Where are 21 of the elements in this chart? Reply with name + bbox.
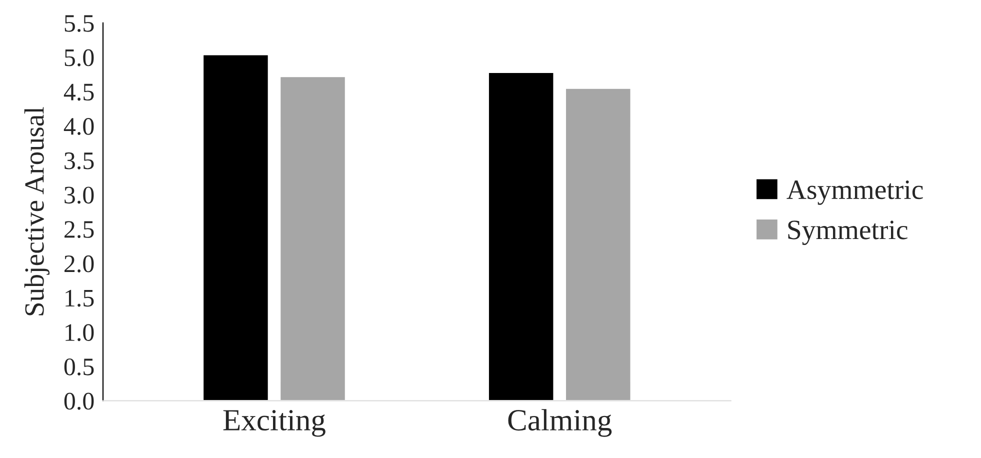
y-tick-label: 4.0 bbox=[64, 118, 94, 135]
x-tick-label: Calming bbox=[508, 409, 612, 437]
y-tick-label: 3.0 bbox=[64, 186, 94, 204]
bar bbox=[202, 54, 270, 401]
y-tick-label: 3.5 bbox=[64, 152, 94, 170]
y-tick-label: 0.5 bbox=[64, 358, 94, 376]
y-tick-label: 0.0 bbox=[64, 392, 94, 410]
y-tick-label: 5.0 bbox=[64, 49, 94, 66]
bar bbox=[279, 76, 346, 401]
y-tick-label: 1.0 bbox=[66, 324, 94, 342]
legend-label: Asymmetric bbox=[786, 180, 923, 205]
bar bbox=[564, 87, 632, 401]
y-tick-label: 4.5 bbox=[64, 84, 94, 101]
y-tick-label: 5.5 bbox=[64, 15, 94, 32]
y-tick-label: 2.0 bbox=[64, 255, 94, 272]
bar bbox=[488, 72, 555, 401]
y-axis-title: Subjective Arousal bbox=[24, 107, 50, 316]
legend-label: Symmetric bbox=[788, 220, 908, 246]
y-tick-label: 1.5 bbox=[66, 290, 94, 307]
x-tick-label: Exciting bbox=[223, 410, 326, 437]
y-tick-label: 2.5 bbox=[64, 221, 94, 238]
